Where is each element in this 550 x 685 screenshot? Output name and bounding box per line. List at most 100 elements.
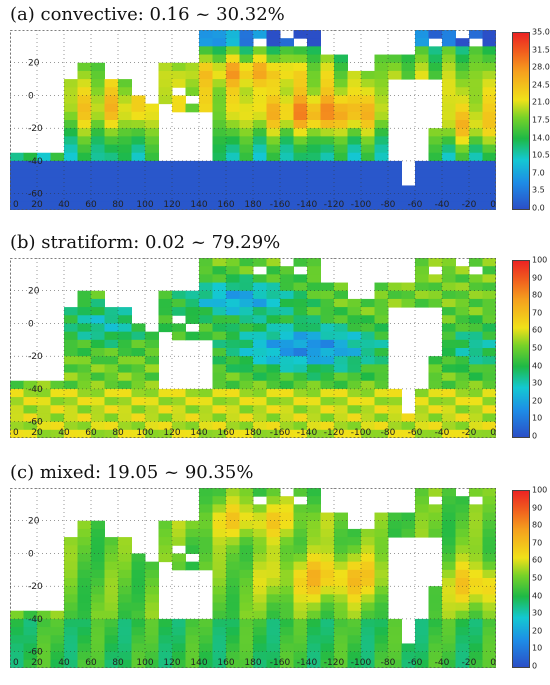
grid-cell [320,136,335,146]
grid-cell [77,594,92,604]
grid-cell [401,520,416,530]
colorbar-tick-label: 70 [532,308,543,318]
grid-cell [280,643,294,653]
grid-cell [482,79,496,88]
grid-cell [131,111,146,121]
grid-cell [442,152,456,162]
grid-cell [91,323,105,333]
lon-tick-label: 80 [112,200,124,210]
grid-cell [145,627,159,636]
grid-cell [226,128,240,137]
grid-cell [212,62,227,72]
grid-cell [428,258,443,267]
grid-cell [415,512,429,522]
grid-cell [226,520,240,530]
grid-cell [280,46,294,56]
grid-cell [307,520,321,530]
grid-cell [361,421,375,431]
grid-cell [280,95,294,105]
grid-cell [212,177,227,186]
grid-cell [131,610,146,620]
grid-cell [64,553,78,563]
grid-cell [482,586,496,595]
grid-cell [469,185,483,195]
grid-cell [37,651,51,661]
grid-cell [226,169,240,178]
grid-cell [307,282,321,292]
grid-cell [77,528,92,538]
grid-cell [64,185,78,195]
grid-cell [280,594,294,604]
grid-cell [469,307,483,316]
grid-cell [77,561,92,571]
grid-cell [253,290,267,300]
grid-cell [239,46,254,56]
grid-cell [64,602,78,612]
grid-cell [307,618,321,628]
grid-cell [482,651,496,661]
grid-cell [482,144,496,154]
grid-cell [77,627,92,636]
grid-cell [239,643,254,653]
lat-tick-label: -60 [28,190,43,200]
grid-cell [307,429,321,438]
grid-cell [118,413,132,423]
grid-cell [131,635,146,644]
grid-cell [347,103,362,113]
grid-cell [307,274,321,284]
grid-cell [307,87,321,96]
grid-cell [77,120,92,129]
grid-cell [361,160,375,170]
grid-cell [307,177,321,186]
colorbar-tick-label: 10 [532,643,543,653]
grid-cell [334,339,348,349]
grid-cell [239,413,254,423]
grid-cell [226,46,240,56]
convective-map: 0 20 40 60 80 100 120 140 160 180 -160 -140 -120 -100… [10,30,496,210]
grid-cell [131,569,146,579]
grid-cell [469,193,483,203]
grid-cell [226,95,240,105]
grid-cell [172,659,186,668]
colorbar-labels: 100 90 80 70 60 50 40 30 20 10 0 [532,256,550,441]
grid-cell [239,185,254,195]
grid-cell [91,290,105,300]
grid-cell [158,323,173,333]
grid-cell [172,169,186,178]
grid-cell [428,421,443,431]
grid-cell [334,618,348,628]
grid-cell [428,169,443,178]
grid-cell [307,397,321,406]
grid-cell [158,537,173,546]
grid-cell [239,537,254,546]
grid-cell [442,144,456,154]
grid-cell [77,331,92,341]
lon-tick-label: 60 [85,658,97,668]
grid-cell [347,528,362,538]
grid-cell [226,258,240,267]
grid-cell [77,421,92,431]
grid-cell [104,372,119,382]
grid-cell [469,512,483,522]
grid-cell [482,201,496,210]
grid-cell [226,136,240,146]
grid-cell [455,610,470,620]
grid-cell [118,635,132,644]
lon-tick-label: -20 [462,428,477,438]
grid-cell [172,95,186,105]
grid-cell [442,356,456,365]
grid-cell [226,315,240,324]
grid-cell [361,185,375,195]
grid-cell [253,70,267,80]
grid-cell [334,103,348,113]
grid-cell [455,46,470,56]
grid-cell [266,421,281,431]
grid-cell [280,111,294,121]
grid-cell [361,561,375,571]
grid-cell [482,307,496,316]
grid-cell [347,429,362,438]
grid-cell [401,62,416,72]
grid-cell [455,54,470,64]
grid-cell [442,331,456,341]
colorbar-tick-label: 0 [532,431,538,441]
